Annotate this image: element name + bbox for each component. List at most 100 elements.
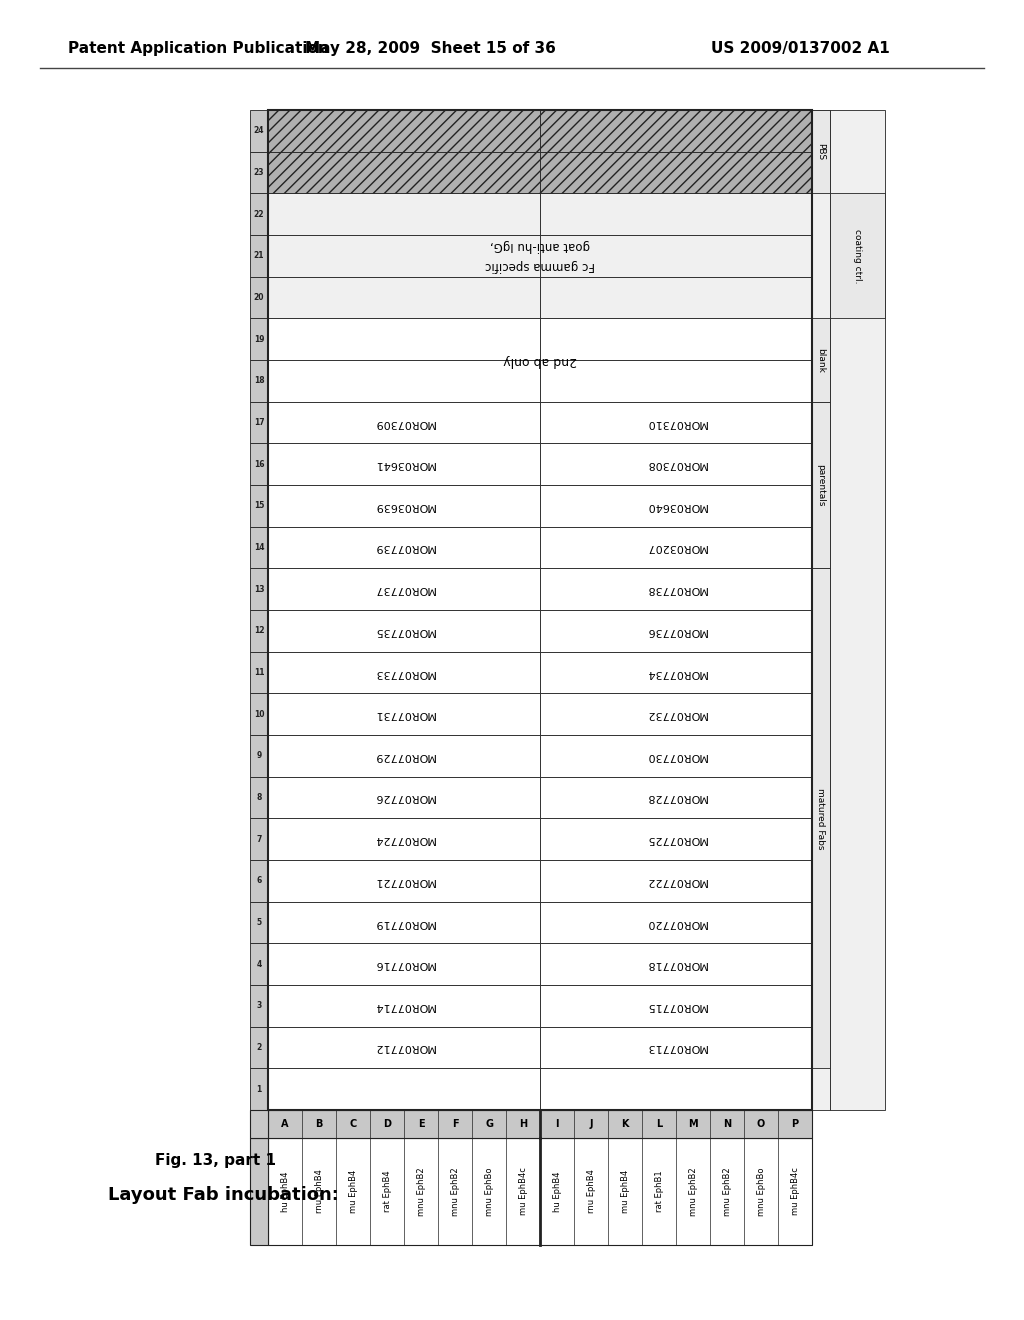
Text: 24: 24 <box>254 127 264 136</box>
Text: 1: 1 <box>256 1085 261 1094</box>
Text: E: E <box>418 1119 424 1129</box>
Bar <box>268 235 540 277</box>
Text: F: F <box>452 1119 459 1129</box>
Bar <box>268 360 540 401</box>
Text: 3: 3 <box>256 1002 261 1010</box>
Text: 9: 9 <box>256 751 261 760</box>
Text: Fc gamma specific: Fc gamma specific <box>485 259 595 272</box>
Text: 13: 13 <box>254 585 264 594</box>
Bar <box>540 1027 812 1068</box>
Text: 6: 6 <box>256 876 261 886</box>
Bar <box>268 401 540 444</box>
Text: 14: 14 <box>254 543 264 552</box>
Bar <box>540 735 812 776</box>
Text: MOR07721: MOR07721 <box>374 876 435 886</box>
Text: US 2009/0137002 A1: US 2009/0137002 A1 <box>711 41 890 55</box>
Text: mnu EphB2: mnu EphB2 <box>451 1167 460 1216</box>
Bar <box>250 484 268 527</box>
Text: M: M <box>688 1119 697 1129</box>
Text: mnu EphBo: mnu EphBo <box>484 1167 494 1216</box>
Text: 5: 5 <box>256 917 261 927</box>
Bar <box>250 985 268 1027</box>
Text: 17: 17 <box>254 418 264 426</box>
Bar <box>250 527 268 569</box>
Text: blank: blank <box>816 347 825 372</box>
Text: mnu EphB2: mnu EphB2 <box>688 1167 697 1216</box>
Text: mu EphB4: mu EphB4 <box>621 1170 630 1213</box>
Bar <box>540 527 812 569</box>
Text: goat anti-hu IgG,: goat anti-hu IgG, <box>489 239 590 252</box>
Bar <box>812 110 830 193</box>
Bar <box>540 110 812 152</box>
Text: O: O <box>757 1119 765 1129</box>
Text: MOR03641: MOR03641 <box>374 459 434 469</box>
Text: MOR07725: MOR07725 <box>645 834 707 845</box>
Text: hu EphB4: hu EphB4 <box>281 1171 290 1212</box>
Bar <box>812 569 830 1068</box>
Bar <box>250 735 268 776</box>
Bar <box>268 152 540 193</box>
Text: MOR07310: MOR07310 <box>645 417 707 428</box>
Bar <box>250 1138 268 1245</box>
Text: 4: 4 <box>256 960 261 969</box>
Bar <box>268 444 540 484</box>
Bar <box>250 318 268 360</box>
Bar <box>540 569 812 610</box>
Bar <box>540 235 812 277</box>
Text: MOR07720: MOR07720 <box>645 917 707 928</box>
Text: MOR07736: MOR07736 <box>645 626 707 636</box>
Text: 18: 18 <box>254 376 264 385</box>
Bar <box>250 861 268 902</box>
Bar <box>268 1110 812 1138</box>
Bar <box>250 1068 268 1110</box>
Text: K: K <box>622 1119 629 1129</box>
Text: MOR07730: MOR07730 <box>645 751 707 760</box>
Bar <box>268 985 540 1027</box>
Bar <box>812 110 830 1110</box>
Bar <box>540 818 812 861</box>
Text: 20: 20 <box>254 293 264 302</box>
Text: 12: 12 <box>254 626 264 635</box>
Bar <box>540 277 812 318</box>
Text: 16: 16 <box>254 459 264 469</box>
Text: Patent Application Publication: Patent Application Publication <box>68 41 329 55</box>
Text: MOR07733: MOR07733 <box>374 668 434 677</box>
Text: rat EphB4: rat EphB4 <box>383 1171 391 1212</box>
Bar <box>250 902 268 944</box>
Text: 2nd ab only: 2nd ab only <box>503 354 577 367</box>
Text: MOR07714: MOR07714 <box>374 1001 435 1011</box>
Text: MOR07731: MOR07731 <box>374 709 434 719</box>
Text: 8: 8 <box>256 793 262 803</box>
Text: I: I <box>555 1119 559 1129</box>
Bar <box>540 902 812 944</box>
Text: Fig. 13, part 1: Fig. 13, part 1 <box>155 1152 276 1167</box>
Bar <box>268 693 540 735</box>
Text: hu EphB4: hu EphB4 <box>553 1171 561 1212</box>
Text: MOR07716: MOR07716 <box>374 960 434 969</box>
Text: mu EphB4: mu EphB4 <box>348 1170 357 1213</box>
Text: MOR07715: MOR07715 <box>645 1001 707 1011</box>
Text: MOR07735: MOR07735 <box>374 626 434 636</box>
Text: MOR03207: MOR03207 <box>645 543 707 553</box>
Text: MOR07309: MOR07309 <box>374 417 434 428</box>
Bar <box>268 527 540 569</box>
Bar <box>250 693 268 735</box>
Bar <box>540 776 812 818</box>
Bar <box>268 902 540 944</box>
Text: May 28, 2009  Sheet 15 of 36: May 28, 2009 Sheet 15 of 36 <box>304 41 555 55</box>
Text: MOR07728: MOR07728 <box>645 792 707 803</box>
Bar <box>250 944 268 985</box>
Bar <box>250 401 268 444</box>
Bar <box>268 569 540 610</box>
Bar <box>250 1027 268 1068</box>
Bar <box>250 110 268 152</box>
Text: matured Fabs: matured Fabs <box>816 788 825 849</box>
Text: MOR07729: MOR07729 <box>373 751 435 760</box>
Bar <box>540 318 812 360</box>
Text: L: L <box>656 1119 663 1129</box>
Bar <box>830 110 885 1110</box>
Bar <box>250 444 268 484</box>
Text: MOR07724: MOR07724 <box>373 834 435 845</box>
Bar <box>250 193 268 235</box>
Bar <box>250 360 268 401</box>
